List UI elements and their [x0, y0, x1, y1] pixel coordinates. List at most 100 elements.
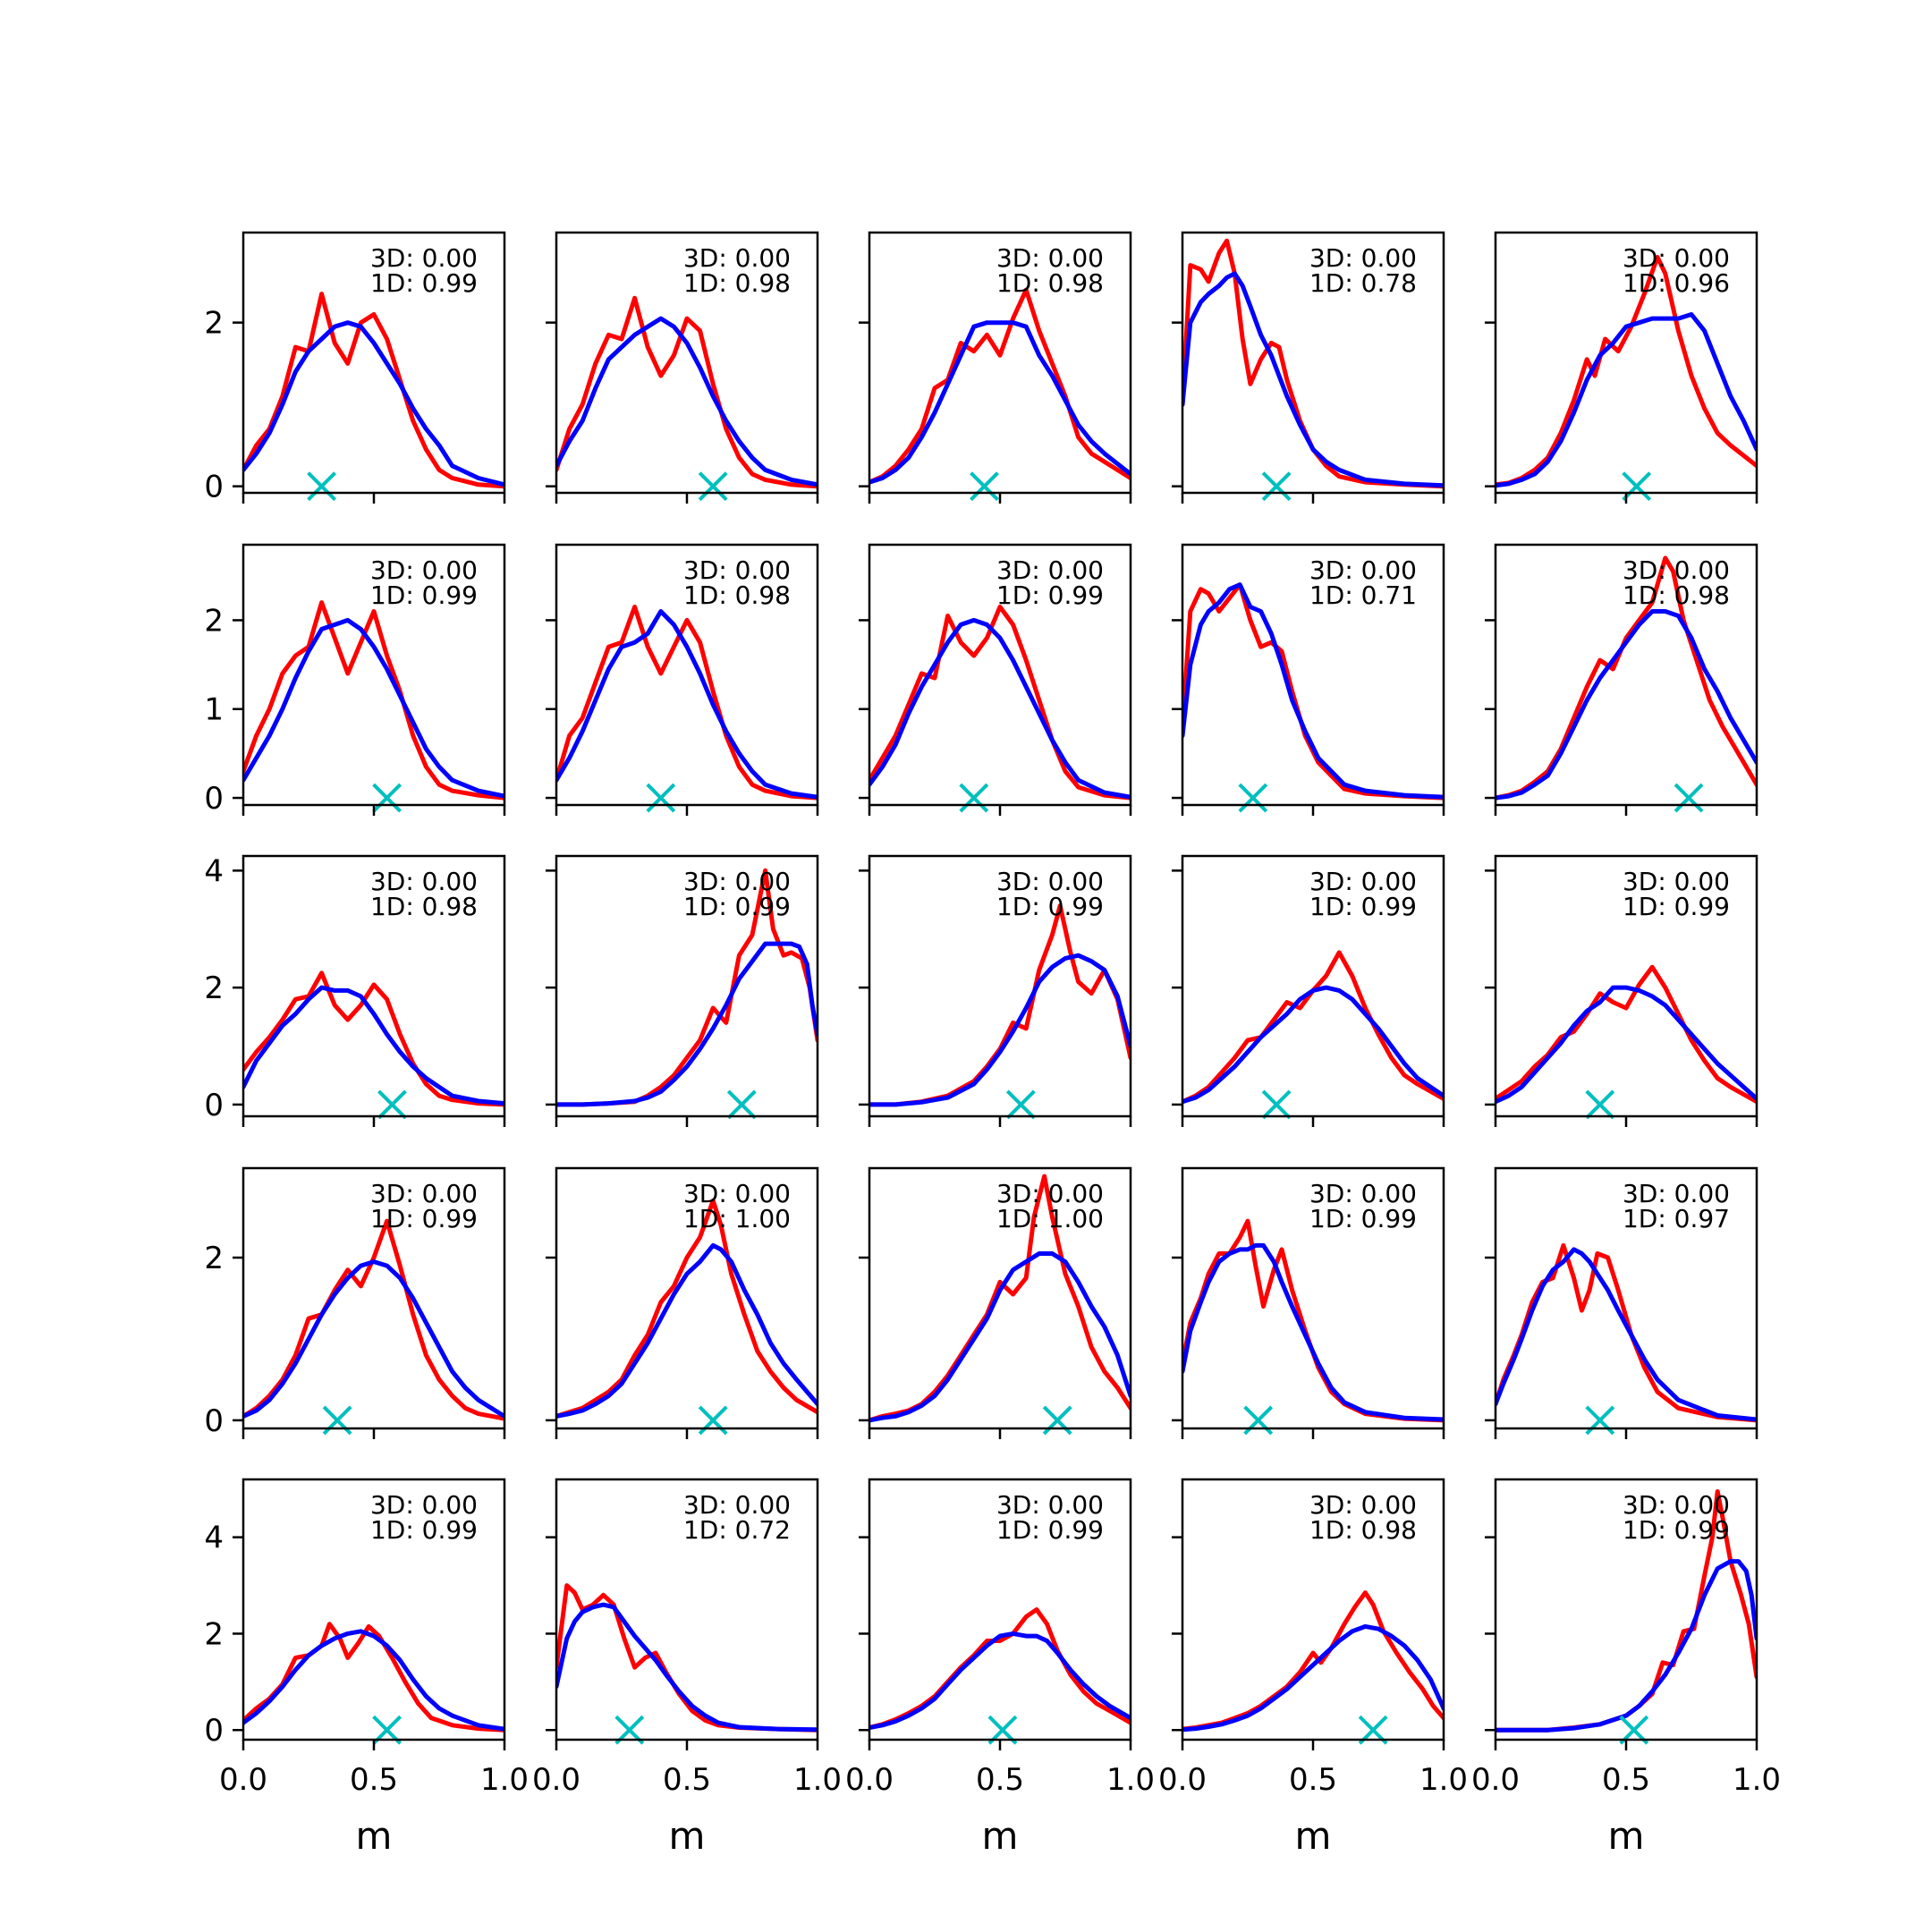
panel-r1c1-red-series-line	[243, 292, 504, 489]
panel-r1c4-marker-stroke-b	[1261, 471, 1292, 502]
panel-r4c1-label-3d: 3D: 0.00	[370, 1179, 478, 1208]
row3-ytick-label: 4	[204, 853, 224, 889]
col5-x-axis-label: m	[1608, 1814, 1645, 1858]
row5-ytick-label: 0	[204, 1713, 224, 1749]
panel-r2c1-marker-stroke-b	[372, 783, 402, 813]
panel-r4c1-red-series-line	[243, 1218, 504, 1421]
panel-r3c5-blue-series-line	[1496, 985, 1757, 1105]
panel-r1c1-label-3d: 3D: 0.00	[370, 243, 478, 273]
panel-r3c4-blue-series-line	[1182, 985, 1444, 1105]
panel-r2c4-blue-series-line	[1182, 582, 1444, 800]
panel-r1c2-label-1d: 1D: 0.98	[683, 268, 791, 298]
row4-ytick-label: 0	[204, 1403, 224, 1439]
panel-r3c2-label-1d: 1D: 0.99	[683, 892, 791, 921]
col3-xtick-label: 0.0	[845, 1762, 894, 1798]
col3-x-axis-label: m	[982, 1814, 1019, 1858]
panel-r2c4-label-3d: 3D: 0.00	[1309, 555, 1417, 585]
col4-xtick-label: 0.5	[1289, 1762, 1337, 1798]
col1-x-axis-label: m	[356, 1814, 393, 1858]
panel-r1c5-red-series-line	[1496, 255, 1757, 487]
row3-ytick-label: 2	[204, 970, 224, 1006]
panel-r3c4-label-3d: 3D: 0.00	[1309, 867, 1417, 896]
panel-r5c2-blue-series-line	[556, 1602, 818, 1733]
panel-r5c2-label-1d: 1D: 0.72	[683, 1515, 791, 1545]
panel-r5c1-red-series-line	[243, 1622, 504, 1733]
panel-r1c4-label-1d: 1D: 0.78	[1309, 268, 1417, 298]
panel-r3c5-label-3d: 3D: 0.00	[1623, 867, 1730, 896]
panel-r2c3-label-3d: 3D: 0.00	[996, 555, 1104, 585]
panel-r4c4-red-series-line	[1182, 1218, 1444, 1423]
panel-r4c4-blue-series-line	[1182, 1242, 1444, 1422]
col2-xtick-label: 1.0	[793, 1762, 842, 1798]
panel-r1c2-label-3d: 3D: 0.00	[683, 243, 791, 273]
panel-r2c3-label-1d: 1D: 0.99	[996, 580, 1104, 610]
col4-xtick-label: 1.0	[1419, 1762, 1468, 1798]
panel-r2c4-red-series-line	[1182, 582, 1444, 801]
panel-r2c1-label-3d: 3D: 0.00	[370, 555, 478, 585]
panel-r1c4-red-series-line	[1182, 238, 1444, 489]
panel-r3c5-label-1d: 1D: 0.99	[1623, 892, 1730, 921]
panel-r4c1-blue-series-line	[243, 1259, 504, 1419]
panel-r2c4-label-1d: 1D: 0.71	[1309, 580, 1417, 610]
col2-x-axis-label: m	[669, 1814, 706, 1858]
panel-r4c2-label-1d: 1D: 1.00	[683, 1204, 791, 1233]
col5-xtick-label: 1.0	[1733, 1762, 1781, 1798]
panel-r3c2-blue-series-line	[556, 941, 818, 1107]
col4-xtick-label: 0.0	[1158, 1762, 1207, 1798]
panel-r2c5-label-3d: 3D: 0.00	[1623, 555, 1730, 585]
panel-r5c5-blue-series-line	[1496, 1559, 1757, 1733]
col2-xtick-label: 0.0	[532, 1762, 580, 1798]
panel-r5c5-label-1d: 1D: 0.99	[1623, 1515, 1730, 1545]
panel-r4c3-blue-series-line	[869, 1251, 1131, 1423]
panel-r1c5-blue-series-line	[1496, 312, 1757, 488]
col4-x-axis-label: m	[1295, 1814, 1332, 1858]
panel-r1c5-marker-stroke-b	[1622, 471, 1652, 502]
panel-r3c2-marker-stroke-b	[726, 1089, 757, 1120]
panel-r4c2-red-series-line	[556, 1198, 818, 1419]
panel-r2c2-marker-stroke-b	[646, 783, 676, 813]
panel-r1c3-label-3d: 3D: 0.00	[996, 243, 1104, 273]
panel-r4c4-label-3d: 3D: 0.00	[1309, 1179, 1417, 1208]
panel-r2c1-red-series-line	[243, 600, 504, 801]
panel-r1c4-blue-series-line	[1182, 271, 1444, 488]
col1-xtick-label: 1.0	[480, 1762, 529, 1798]
panel-r2c2-blue-series-line	[556, 609, 818, 800]
row5-ytick-label: 4	[204, 1521, 224, 1556]
panel-r5c1-blue-series-line	[243, 1629, 504, 1732]
row1-ytick-label: 2	[204, 306, 224, 342]
panel-r5c1-label-3d: 3D: 0.00	[370, 1490, 478, 1520]
panel-r4c3-label-1d: 1D: 1.00	[996, 1204, 1104, 1233]
row2-ytick-label: 0	[204, 781, 224, 817]
panel-r1c3-blue-series-line	[869, 320, 1131, 485]
panel-r1c5-label-3d: 3D: 0.00	[1623, 243, 1730, 273]
panel-r4c5-label-1d: 1D: 0.97	[1623, 1204, 1730, 1233]
panel-r1c1-label-1d: 1D: 0.99	[370, 268, 478, 298]
panel-r2c3-red-series-line	[869, 605, 1131, 801]
panel-r1c2-blue-series-line	[556, 316, 818, 487]
panel-r2c1-blue-series-line	[243, 617, 504, 799]
panel-r1c4-label-3d: 3D: 0.00	[1309, 243, 1417, 273]
panel-r2c3-marker-stroke-b	[959, 783, 989, 813]
panel-r1c2-marker-stroke-b	[698, 471, 728, 502]
panel-r2c5-marker-stroke-b	[1674, 783, 1704, 813]
panel-r3c3-label-1d: 1D: 0.99	[996, 892, 1104, 921]
panel-r4c2-blue-series-line	[556, 1242, 818, 1419]
row2-ytick-label: 1	[204, 692, 224, 728]
panel-r2c3-blue-series-line	[869, 617, 1131, 800]
panel-r3c1-marker-stroke-b	[377, 1089, 407, 1120]
panel-r5c2-label-3d: 3D: 0.00	[683, 1490, 791, 1520]
panel-r3c5-red-series-line	[1496, 964, 1757, 1105]
panel-r4c4-label-1d: 1D: 0.99	[1309, 1204, 1417, 1233]
row5-ytick-label: 2	[204, 1616, 224, 1652]
panel-r2c1-label-1d: 1D: 0.99	[370, 580, 478, 610]
col1-xtick-label: 0.0	[219, 1762, 267, 1798]
panel-r1c1-blue-series-line	[243, 320, 504, 487]
panel-r3c3-marker-stroke-b	[1005, 1089, 1036, 1120]
panel-r5c3-label-3d: 3D: 0.00	[996, 1490, 1104, 1520]
panel-r1c5-label-1d: 1D: 0.96	[1623, 268, 1730, 298]
panel-r4c5-red-series-line	[1496, 1242, 1757, 1423]
panel-r4c5-label-3d: 3D: 0.00	[1623, 1179, 1730, 1208]
panel-r3c3-blue-series-line	[869, 953, 1131, 1107]
panel-r3c1-blue-series-line	[243, 985, 504, 1106]
